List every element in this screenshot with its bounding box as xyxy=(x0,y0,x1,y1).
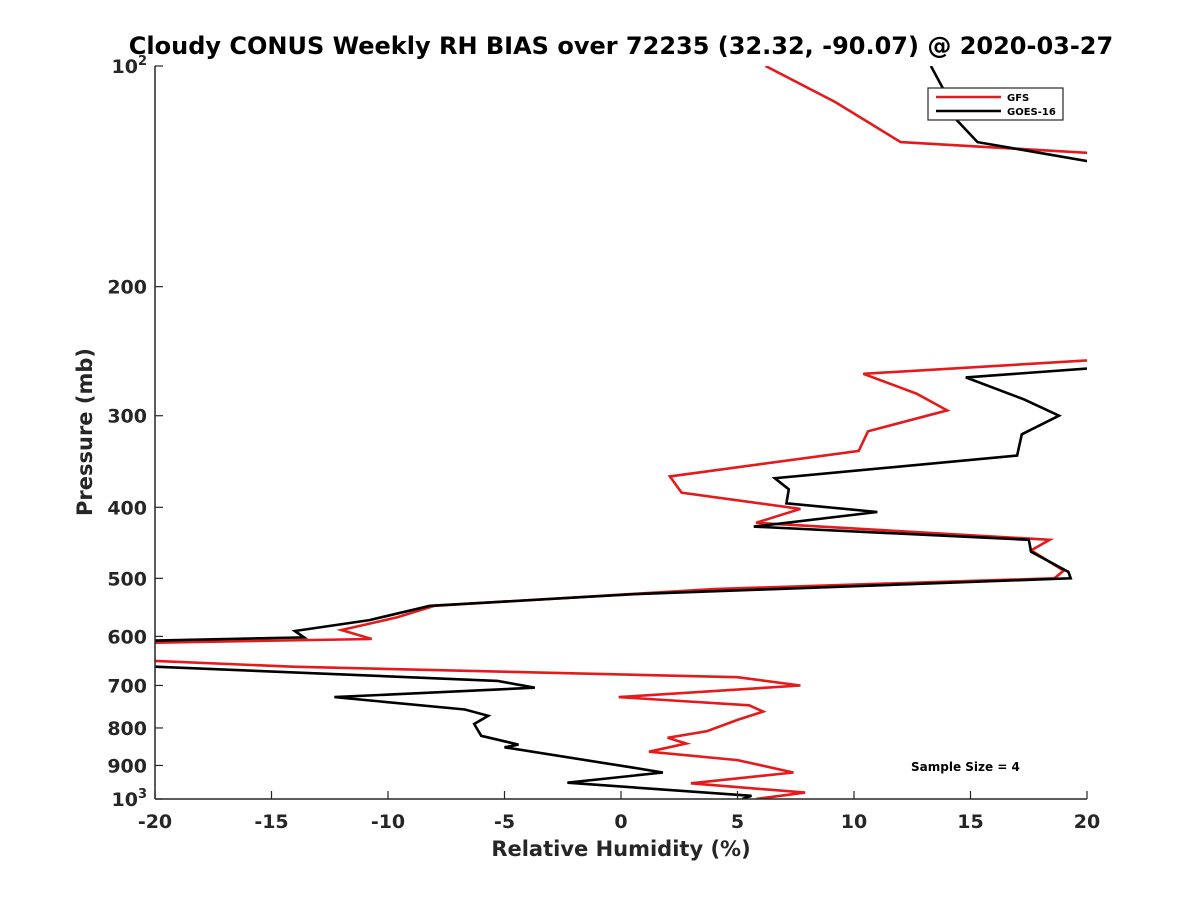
series-line-goes-16-segment-2 xyxy=(155,367,1087,642)
x-tick-label: 0 xyxy=(614,811,627,833)
x-axis-label: Relative Humidity (%) xyxy=(491,837,750,861)
y-tick-label: 400 xyxy=(107,497,147,519)
series-group xyxy=(155,66,1087,799)
series-line-gfs-segment-3 xyxy=(155,659,806,799)
series-line-gfs-segment-1 xyxy=(764,66,1087,155)
y-tick-label: 600 xyxy=(107,626,147,648)
legend: GFS GOES-16 xyxy=(927,87,1064,121)
x-tick-label: 5 xyxy=(731,811,744,833)
x-tick-label: -15 xyxy=(254,811,288,833)
y-tick-label: 103 xyxy=(112,787,148,811)
x-tick-label: 20 xyxy=(1074,811,1100,833)
axes xyxy=(154,66,1087,800)
y-tick-label: 900 xyxy=(107,755,147,777)
y-ticks: 102 200 300 400 500 600 700 800 900 103 xyxy=(107,54,163,811)
legend-box xyxy=(927,87,1064,121)
y-tick-label: 102 xyxy=(112,54,148,78)
x-tick-label: -10 xyxy=(371,811,405,833)
x-tick-label: -20 xyxy=(138,811,172,833)
y-tick-label: 300 xyxy=(107,406,147,428)
y-tick-label: 500 xyxy=(107,568,147,590)
chart-title: Cloudy CONUS Weekly RH BIAS over 72235 (… xyxy=(129,32,1113,60)
sample-size-annotation: Sample Size = 4 xyxy=(911,760,1020,774)
y-tick-label: 700 xyxy=(107,675,147,697)
series-line-gfs-segment-2 xyxy=(155,359,1087,644)
series-line-goes-16-segment-3 xyxy=(155,665,752,799)
y-tick-label: 200 xyxy=(107,277,147,299)
y-tick-label: 800 xyxy=(107,718,147,740)
y-axis-label: Pressure (mb) xyxy=(73,348,97,516)
x-tick-label: 15 xyxy=(957,811,983,833)
legend-label-goes-16: GOES-16 xyxy=(1007,107,1056,118)
x-ticks: -20 -15 -10 -5 0 5 10 15 20 xyxy=(138,791,1100,833)
x-tick-label: -5 xyxy=(494,811,515,833)
x-tick-label: 10 xyxy=(841,811,867,833)
legend-label-gfs: GFS xyxy=(1007,93,1029,104)
